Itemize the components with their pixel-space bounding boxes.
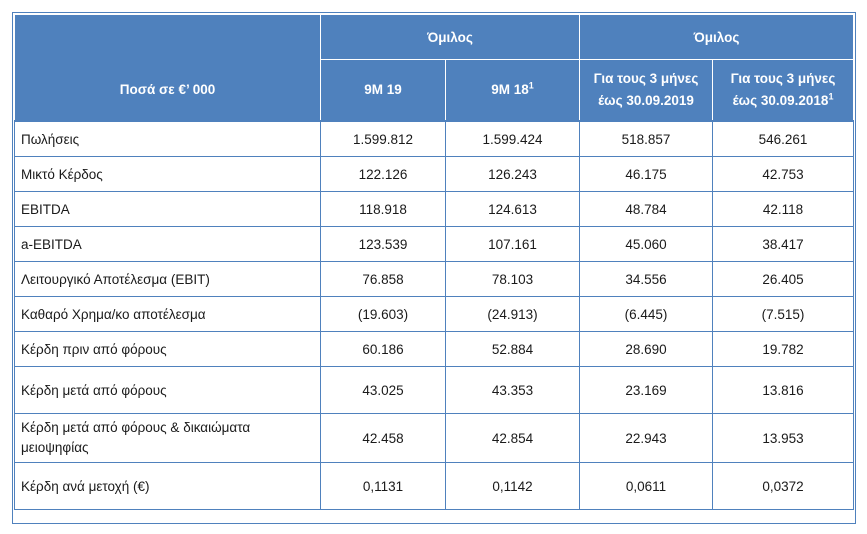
cell-value: 546.261 xyxy=(712,120,855,157)
row-label: a-EBITDA xyxy=(14,226,321,262)
cell-value: 42.118 xyxy=(712,191,855,227)
table-row: a-EBITDA 123.539 107.161 45.060 38.417 xyxy=(14,226,855,262)
row-label: Πωλήσεις xyxy=(14,120,321,157)
row-label: Κέρδη πριν από φόρους xyxy=(14,331,321,367)
cell-value: 0,1131 xyxy=(320,462,446,510)
cell-value: 13.816 xyxy=(712,366,855,414)
cell-value: 19.782 xyxy=(712,331,855,367)
cell-value: (7.515) xyxy=(712,296,855,332)
table-row: Πωλήσεις 1.599.812 1.599.424 518.857 546… xyxy=(14,120,855,157)
cell-value: 52.884 xyxy=(444,331,581,367)
cell-value: 38.417 xyxy=(712,226,855,262)
cell-value: 518.857 xyxy=(579,120,714,157)
table-row: Κέρδη πριν από φόρους 60.186 52.884 28.6… xyxy=(14,331,855,367)
row-label: Κέρδη μετά από φόρους & δικαιώματα μειοψ… xyxy=(14,413,321,463)
table-row: EBITDA 118.918 124.613 48.784 42.118 xyxy=(14,191,855,227)
row-label: Μικτό Κέρδος xyxy=(14,156,321,192)
table-row: Κέρδη μετά από φόρους 43.025 43.353 23.1… xyxy=(14,366,855,414)
col-header-q3-2018: Για τους 3 μήνες έως 30.09.20181 xyxy=(712,59,855,122)
cell-value: 43.025 xyxy=(320,366,446,414)
cell-value: 28.690 xyxy=(579,331,714,367)
cell-value: 78.103 xyxy=(444,261,581,297)
cell-value: 34.556 xyxy=(579,261,714,297)
cell-value: 23.169 xyxy=(579,366,714,414)
table-row: Κέρδη ανά μετοχή (€) 0,1131 0,1142 0,061… xyxy=(14,462,855,510)
cell-value: 118.918 xyxy=(320,191,446,227)
row-label: Κέρδη ανά μετοχή (€) xyxy=(14,462,321,510)
table-row: Λειτουργικό Αποτέλεσμα (EBIT) 76.858 78.… xyxy=(14,261,855,297)
amount-unit-header: Ποσά σε €’ 000 xyxy=(14,59,321,122)
cell-value: 43.353 xyxy=(444,366,581,414)
col-header-9m19: 9M 19 xyxy=(320,59,446,122)
cell-value: 107.161 xyxy=(444,226,581,262)
cell-value: 0,1142 xyxy=(444,462,581,510)
cell-value: 26.405 xyxy=(712,261,855,297)
cell-value: 13.953 xyxy=(712,413,855,463)
cell-value: (24.913) xyxy=(444,296,581,332)
col-header-q3-2019: Για τους 3 μήνες έως 30.09.2019 xyxy=(579,59,714,122)
row-label: Λειτουργικό Αποτέλεσμα (EBIT) xyxy=(14,261,321,297)
table-row: Κέρδη μετά από φόρους & δικαιώματα μειοψ… xyxy=(14,413,855,463)
cell-value: 42.458 xyxy=(320,413,446,463)
cell-value: 124.613 xyxy=(444,191,581,227)
col-header-9m18: 9M 181 xyxy=(444,59,581,122)
cell-value: 45.060 xyxy=(579,226,714,262)
row-label: Καθαρό Χρημα/κο αποτέλεσμα xyxy=(14,296,321,332)
row-label: EBITDA xyxy=(14,191,321,227)
cell-value: (6.445) xyxy=(579,296,714,332)
financial-results-table: Όμιλος Όμιλος Ποσά σε €’ 000 9M 19 9M 18… xyxy=(14,14,855,510)
cell-value: 1.599.424 xyxy=(444,120,581,157)
cell-value: 46.175 xyxy=(579,156,714,192)
cell-value: 126.243 xyxy=(444,156,581,192)
cell-value: 122.126 xyxy=(320,156,446,192)
table-row: Μικτό Κέρδος 122.126 126.243 46.175 42.7… xyxy=(14,156,855,192)
cell-value: 42.753 xyxy=(712,156,855,192)
group-header-left: Όμιλος xyxy=(319,14,581,60)
cell-value: 42.854 xyxy=(444,413,581,463)
table-row: Καθαρό Χρημα/κο αποτέλεσμα (19.603) (24.… xyxy=(14,296,855,332)
cell-value: 0,0372 xyxy=(712,462,855,510)
row-label: Κέρδη μετά από φόρους xyxy=(14,366,321,414)
group-header-right: Όμιλος xyxy=(579,14,855,60)
cell-value: 0,0611 xyxy=(579,462,714,510)
cell-value: 123.539 xyxy=(320,226,446,262)
cell-value: 22.943 xyxy=(579,413,714,463)
cell-value: 1.599.812 xyxy=(320,120,446,157)
cell-value: 76.858 xyxy=(320,261,446,297)
cell-value: (19.603) xyxy=(320,296,446,332)
cell-value: 48.784 xyxy=(579,191,714,227)
header-corner xyxy=(14,14,321,60)
cell-value: 60.186 xyxy=(320,331,446,367)
